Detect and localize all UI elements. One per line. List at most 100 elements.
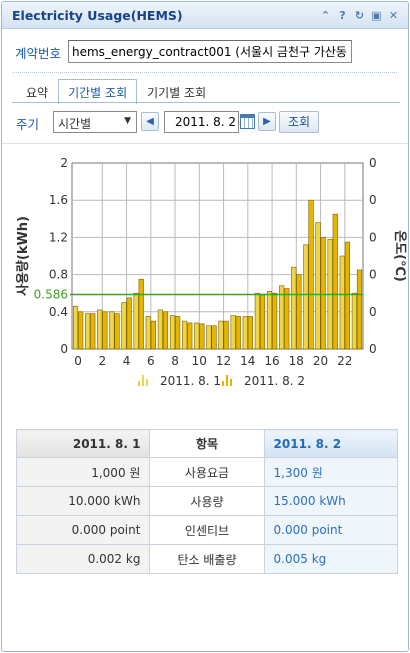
cell-item-label: 사용량	[149, 486, 265, 516]
bar-series-2	[356, 269, 363, 350]
x-tick-label: 14	[240, 354, 255, 368]
bar-series-1	[218, 320, 224, 350]
x-tick-label: 20	[313, 354, 328, 368]
y2-tick-label: 0	[369, 305, 377, 319]
bar-series-2	[175, 316, 181, 350]
date-input[interactable]: 2011. 8. 2	[164, 111, 239, 133]
close-icon[interactable]: ✕	[388, 9, 399, 22]
bar-series-2	[296, 274, 302, 350]
y2-tick-label: 0	[369, 230, 377, 244]
cell-date1-value: 0.002 kg	[15, 544, 151, 574]
search-button[interactable]: 조회	[279, 111, 319, 133]
table-row: 1,000 원 사용요금 1,300 원	[15, 457, 399, 487]
cell-date1-value: 0.000 point	[15, 515, 151, 545]
cell-date2-value: 1,300 원	[263, 457, 399, 487]
chevron-down-icon: ▼	[124, 116, 131, 126]
section-divider	[2, 143, 408, 144]
legend-swatch-series-1	[138, 375, 148, 386]
bar-series-1	[279, 285, 285, 350]
tab-device[interactable]: 기기별 조회	[147, 86, 207, 100]
y2-tick-label: 0	[369, 268, 377, 282]
title-bar: Electricity Usage(HEMS) ⌃ ? ↻ ▣ ✕	[2, 2, 408, 29]
bar-series-1	[206, 325, 212, 350]
bar-series-1	[157, 309, 163, 350]
x-tick-label: 8	[171, 354, 179, 368]
tab-period[interactable]: 기간별 조회	[58, 79, 138, 104]
usage-chart: 0 00.4 00.8 01.2 01.6 02 00 2 4 6 8 10 12 14 16 18 20 220…	[15, 156, 407, 368]
bar-series-2	[332, 213, 338, 350]
x-tick-label: 6	[147, 354, 155, 368]
tab-underline	[12, 102, 400, 103]
bar-series-1	[72, 305, 79, 350]
bar-series-1	[85, 313, 91, 350]
bar-series-1	[266, 291, 273, 350]
legend-label-series-1: 2011. 8. 1	[160, 374, 222, 388]
divider	[12, 72, 397, 73]
bar-series-1	[351, 292, 357, 350]
bar-series-1	[145, 316, 151, 350]
header-date-2: 2011. 8. 2	[263, 429, 399, 458]
x-tick-label: 12	[216, 354, 231, 368]
bar-series-2	[223, 320, 229, 350]
bar-series-2	[199, 323, 205, 350]
bar-series-2	[126, 297, 132, 350]
x-tick-label: 18	[289, 354, 304, 368]
contract-label: 계약번호	[15, 46, 62, 61]
bar-series-2	[272, 292, 278, 350]
x-tick-label: 10	[192, 354, 207, 368]
legend-item-series-2: 2011. 8. 2	[222, 374, 305, 388]
collapse-icon[interactable]: ⌃	[320, 9, 331, 22]
bar-series-2	[78, 311, 84, 350]
chart-legend: 2011. 8. 1 2011. 8. 2	[2, 374, 408, 390]
cell-item-label: 인센티브	[149, 515, 265, 545]
calendar-icon[interactable]	[240, 114, 255, 129]
cell-date2-value: 15.000 kWh	[263, 486, 399, 516]
next-date-button[interactable]: ▶	[258, 112, 276, 131]
y2-tick-label: 0	[369, 342, 377, 356]
table-header-row: 2011. 8. 1 항목 2011. 8. 2	[15, 429, 399, 458]
legend-item-series-1: 2011. 8. 1	[138, 374, 221, 388]
contract-input[interactable]: hems_energy_contract001 (서울시 금천구 가산동 3	[68, 40, 352, 63]
window-title: Electricity Usage(HEMS)	[12, 8, 183, 23]
cell-date1-value: 10.000 kWh	[15, 486, 151, 516]
y2-tick-label: 0	[369, 156, 377, 170]
bar-series-1	[133, 292, 139, 350]
bar-series-1	[242, 316, 248, 350]
bar-series-1	[182, 320, 188, 350]
filter-row: 주기 시간별 ▼ ◀ 2011. 8. 2 ▶ 조회	[14, 111, 404, 133]
bar-series-2	[284, 288, 290, 350]
y-tick-label: 2	[60, 156, 68, 170]
x-tick-label: 2	[98, 354, 106, 368]
bar-series-2	[320, 237, 326, 350]
contract-row: 계약번호 hems_energy_contract001 (서울시 금천구 가산…	[12, 40, 402, 64]
prev-date-button[interactable]: ◀	[141, 112, 159, 131]
bar-series-2	[344, 241, 350, 350]
y-tick-label: 0.4	[49, 305, 68, 319]
y-tick-label: 0	[60, 342, 68, 356]
bar-series-2	[150, 320, 156, 350]
bar-series-2	[211, 325, 217, 350]
bar-series-1	[315, 222, 321, 350]
y2-tick-label: 0	[369, 193, 377, 207]
period-select[interactable]: 시간별 ▼	[53, 111, 137, 133]
refresh-icon[interactable]: ↻	[354, 9, 365, 22]
comparison-table: 2011. 8. 1 항목 2011. 8. 2 1,000 원 사용요금 1,…	[15, 429, 399, 574]
bar-series-2	[247, 316, 253, 350]
tab-summary[interactable]: 요약	[26, 86, 49, 100]
bar-series-2	[162, 311, 169, 350]
y-axis-title: 사용량(kWh)	[15, 216, 31, 296]
bar-series-2	[102, 311, 108, 350]
bar-series-2	[308, 199, 314, 350]
x-tick-label: 22	[337, 354, 352, 368]
help-icon[interactable]: ?	[339, 9, 346, 22]
y-tick-label: 1.6	[49, 193, 68, 207]
period-select-value: 시간별	[58, 117, 92, 131]
maximize-icon[interactable]: ▣	[371, 9, 382, 22]
bar-series-1	[169, 315, 176, 350]
x-tick-label: 16	[264, 354, 279, 368]
bar-series-1	[339, 255, 345, 350]
bar-series-2	[187, 322, 193, 350]
bar-series-1	[291, 266, 297, 350]
x-tick-label: 0	[74, 354, 82, 368]
x-tick-label: 4	[123, 354, 131, 368]
